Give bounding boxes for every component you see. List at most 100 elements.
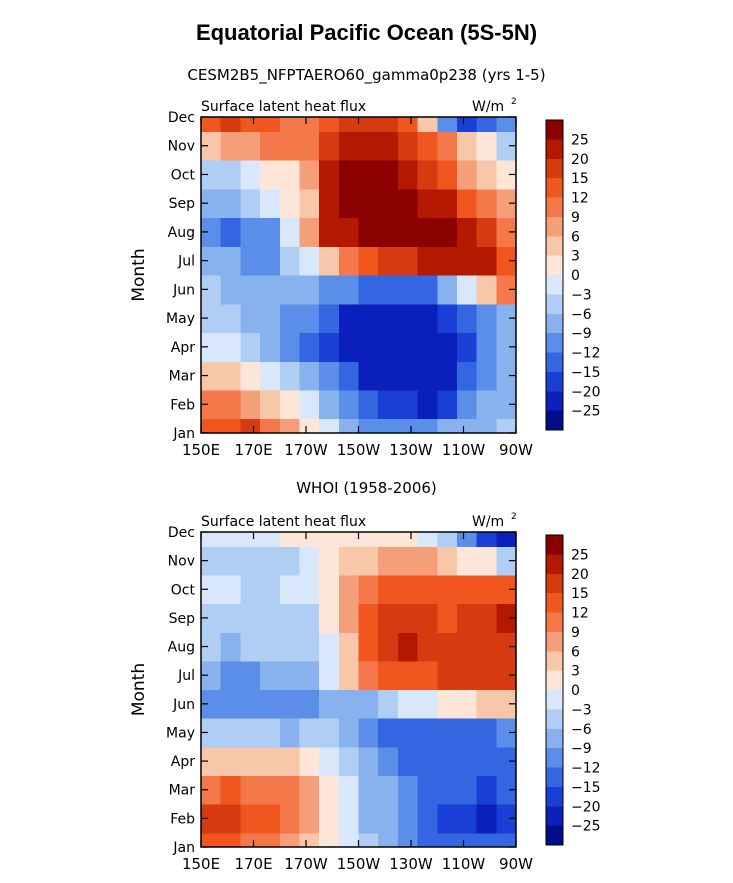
heatmap-cell [201,117,222,132]
heatmap-cell [476,603,497,633]
heatmap-cell [496,689,517,719]
heatmap-cell [260,117,281,132]
heatmap-cell [378,418,399,434]
heatmap-cell [319,131,340,161]
heatmap-cell [299,804,320,834]
heatmap-cell [299,160,320,190]
heatmap-cell [417,603,438,633]
heatmap-cell [299,718,320,748]
heatmap-cell [456,603,478,633]
heatmap-cell [378,532,399,547]
heatmap-cell [319,246,340,276]
x-tick-label: 150E [182,441,220,459]
heatmap-cell [378,689,399,719]
panel-2-title: WHOI (1958-2006) [296,479,437,497]
heatmap-cell [496,246,517,276]
heatmap-cell [456,332,478,362]
heatmap-cell [358,332,379,362]
heatmap-cell [279,660,301,691]
y-tick-label: Jan [172,426,195,442]
y-tick-label: May [166,311,195,327]
colorbar-label: 12 [571,606,589,622]
y-tick-label: Dec [168,525,195,541]
heatmap-cell [279,804,301,834]
heatmap-cell [220,131,241,161]
heatmap-cell [220,332,241,362]
heatmap-cell [437,832,458,848]
heatmap-cell [260,718,281,748]
heatmap-cell [378,160,399,190]
heatmap-cell [496,160,517,190]
heatmap-cell [240,418,261,434]
x-tick-label: 170W [284,441,328,459]
heatmap-cell [260,418,281,434]
heatmap-cell [397,160,419,190]
heatmap-cell [319,718,340,748]
heatmap-cell [299,632,320,662]
heatmap-cell [456,361,478,391]
heatmap-cell [220,532,241,547]
unit-label: W/m [472,514,504,530]
heatmap-cell [417,217,438,247]
heatmap-cell [397,389,419,420]
colorbar-swatch [546,767,563,788]
heatmap-cell [201,718,222,748]
heatmap-cell [496,546,517,576]
heatmap-cell [319,303,340,334]
heatmap-cell [338,131,360,161]
heatmap-cell [378,718,399,748]
heatmap-cell [279,303,301,334]
heatmap-cell [476,389,497,420]
heatmap-cell [358,117,379,132]
heatmap-cell [437,275,458,305]
heatmap-cell [220,775,241,805]
heatmap-cell [496,574,517,605]
heatmap-cell [220,160,241,190]
heatmap-cell [240,775,261,805]
heatmap-cell [319,188,340,219]
heatmap-cell [338,332,360,362]
y-tick-label: Sep [169,196,196,212]
heatmap-cell [299,389,320,420]
heatmap-cell [279,361,301,391]
heatmap-cell [417,418,438,434]
heatmap-cell [437,532,458,547]
heatmap-cell [201,246,222,276]
heatmap-cell [220,246,241,276]
heatmap-cell [437,718,458,748]
heatmap-cell [240,718,261,748]
heatmap-cell [456,660,478,691]
heatmap-cell [201,160,222,190]
heatmap-cell [476,532,497,547]
heatmap-cell [220,832,241,848]
colorbar-swatch [546,709,563,730]
heatmap-cell [456,775,478,805]
heatmap-cell [260,389,281,420]
heatmap-cell [319,418,340,434]
heatmap-cell [279,160,301,190]
heatmap-cell [496,804,517,834]
heatmap-cell [338,532,360,547]
heatmap-cell [476,303,497,334]
heatmap-cell [417,689,438,719]
heatmap-cell [397,718,419,748]
heatmap-cell [299,332,320,362]
heatmap-cell [220,418,241,434]
colorbar-label: −9 [571,326,592,342]
x-tick-label: 130W [389,441,433,459]
unit-superscript: 2 [511,97,517,107]
heatmap-cell [201,275,222,305]
panel-1-title: CESM2B5_NFPTAERO60_gamma0p238 (yrs 1-5) [187,66,546,84]
heatmap-cell [279,775,301,805]
heatmap-cell [496,117,517,132]
colorbar-label: −15 [571,780,601,796]
heatmap-cell [476,418,497,434]
heatmap-panel-2: Jan Feb Mar Apr May Jun Jul Aug Sep Oct Nov Dec 150E… [129,512,601,873]
heatmap-cell [358,532,379,547]
colorbar-label: 25 [571,547,589,563]
heatmap-cell [476,574,497,605]
heatmap-cell [201,361,222,391]
heatmap-cell [437,804,458,834]
heatmap-cell [476,804,497,834]
heatmap-cell [496,361,517,391]
